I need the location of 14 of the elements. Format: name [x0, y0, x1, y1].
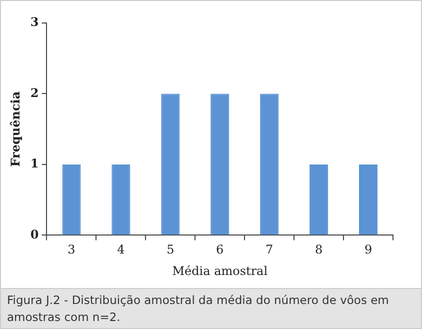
y-tick-label: 3	[30, 15, 39, 30]
x-tick-label: 9	[364, 242, 372, 257]
x-tick-label: 7	[266, 242, 274, 257]
x-tick-label: 5	[166, 242, 174, 257]
y-tick-label: 0	[30, 227, 39, 242]
x-tick-label: 4	[117, 242, 126, 257]
x-axis-title: Média amostral	[172, 264, 268, 278]
text: Figura J.2 - Distribuição amostral da média do número de vôos em amostras com n=2.	[7, 292, 390, 326]
x-tick-label: 8	[314, 242, 323, 257]
y-tick-label: 2	[30, 86, 39, 100]
x-tick-label: 3	[68, 242, 76, 257]
y-axis-title: Frequência	[8, 91, 22, 167]
x-tick-label: 6	[216, 242, 224, 257]
y-tick-label: 1	[30, 156, 39, 171]
